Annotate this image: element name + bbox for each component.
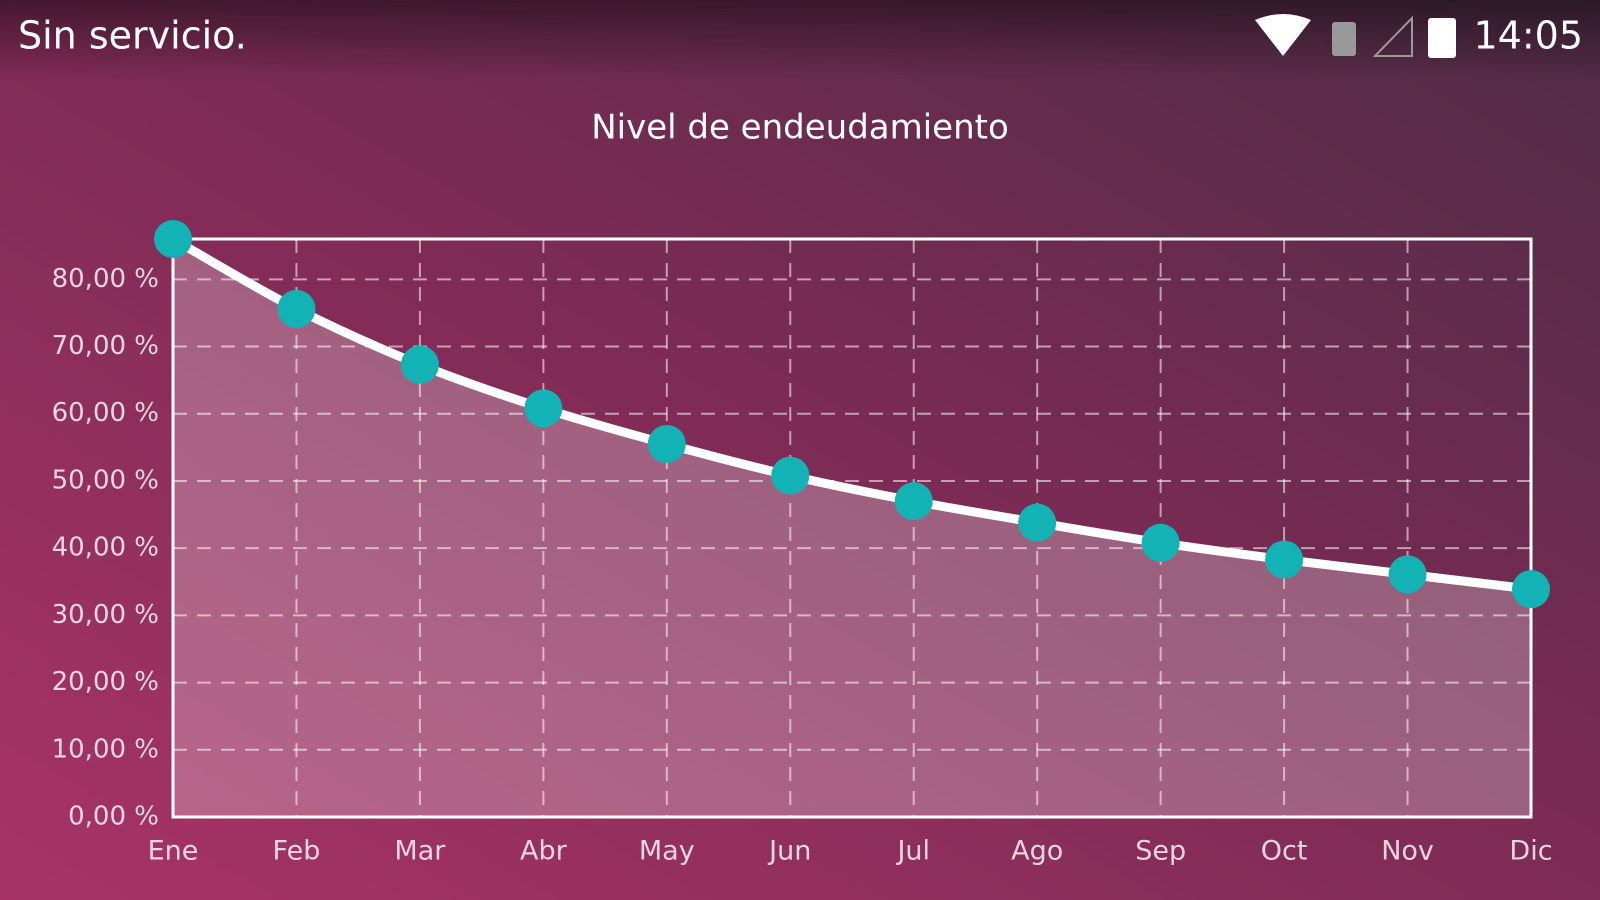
wifi-icon [1255, 14, 1311, 56]
x-tick-label: Feb [273, 836, 321, 867]
y-tick-label: 10,00 % [52, 734, 159, 764]
y-tick-label: 40,00 % [52, 533, 159, 563]
point [277, 289, 316, 328]
point [1388, 555, 1427, 594]
point [647, 424, 686, 463]
x-tick-label: Abr [520, 836, 568, 867]
chart-title: Nivel de endeudamiento [591, 108, 1009, 148]
point [1141, 523, 1180, 562]
point [1018, 503, 1057, 542]
x-tick-label: Mar [394, 836, 446, 867]
point [1265, 540, 1304, 579]
clock: 14:05 [1473, 14, 1583, 58]
y-tick-label: 20,00 % [52, 667, 159, 697]
x-tick-label: Ago [1011, 836, 1063, 867]
point [154, 220, 192, 258]
point [400, 345, 439, 384]
point [771, 456, 810, 495]
x-tick-label: Oct [1261, 836, 1308, 867]
x-tick-label: Jul [895, 836, 930, 867]
x-tick-label: Sep [1135, 836, 1186, 867]
point [894, 482, 933, 521]
x-tick-label: Jun [767, 836, 811, 867]
plot-frame [171, 237, 1533, 819]
y-tick-label: 30,00 % [52, 600, 159, 630]
y-tick-label: 0,00 % [68, 802, 159, 832]
x-tick-label: Ene [148, 836, 199, 867]
carrier: Sin servicio. [18, 14, 247, 58]
y-tick-label: 70,00 % [52, 331, 159, 361]
y-tick-label: 50,00 % [52, 465, 159, 495]
point [524, 389, 563, 428]
point [1512, 570, 1550, 609]
area [173, 239, 1531, 817]
y-tick-label: 80,00 % [52, 264, 159, 294]
y-tick-label: 60,00 % [52, 398, 159, 428]
sim-icon [1332, 22, 1356, 56]
signal-icon [1372, 15, 1413, 57]
x-tick-label: Dic [1509, 836, 1552, 867]
x-tick-label: May [639, 836, 695, 867]
x-tick-label: Nov [1381, 836, 1434, 867]
battery-icon [1428, 18, 1456, 58]
